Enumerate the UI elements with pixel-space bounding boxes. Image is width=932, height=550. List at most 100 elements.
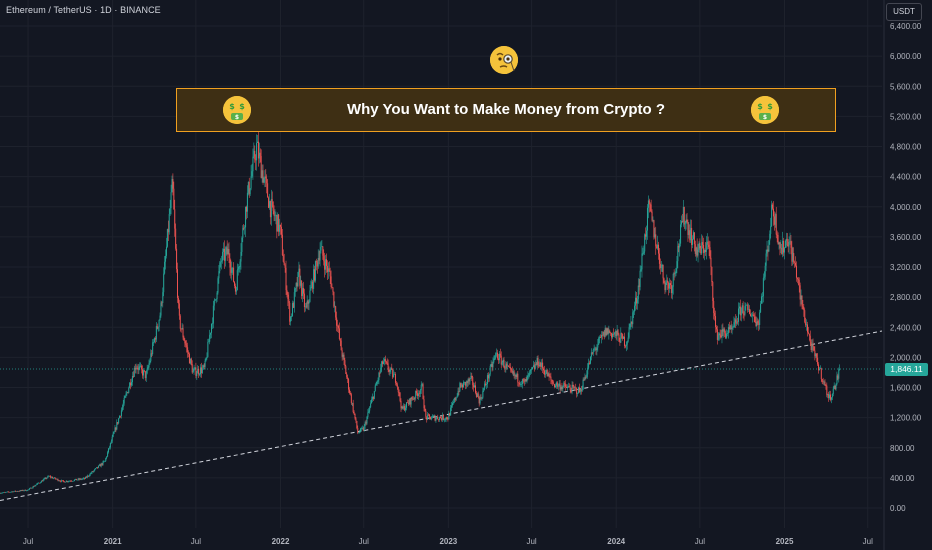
candle-body: [212, 305, 214, 324]
candle-body: [490, 363, 492, 367]
candle-body: [131, 376, 133, 383]
candle-body: [108, 448, 110, 453]
candle-body: [553, 383, 555, 385]
candle-body: [314, 269, 316, 281]
candle-body: [22, 490, 24, 491]
candle-body: [605, 328, 607, 336]
candle-body: [786, 238, 788, 246]
symbol-title[interactable]: Ethereum / TetherUS · 1D · BINANCE: [6, 5, 161, 15]
candle-body: [267, 183, 269, 198]
candle-body: [474, 385, 476, 388]
candle-body: [704, 249, 706, 252]
candle-body: [669, 283, 671, 289]
candle-body: [321, 246, 323, 248]
candle-body: [542, 362, 544, 369]
candle-body: [172, 179, 174, 189]
candle-body: [376, 381, 378, 385]
candle-body: [214, 299, 216, 301]
candle-body: [458, 391, 460, 392]
candle-body: [62, 480, 64, 482]
candle-body: [533, 365, 535, 369]
candle-body: [504, 367, 506, 369]
candle-body: [353, 411, 355, 414]
candle-body: [26, 490, 28, 492]
candle-body: [299, 268, 301, 286]
candle-body: [478, 397, 480, 404]
candle-body: [758, 322, 760, 325]
candle-body: [817, 357, 819, 365]
candle-body: [334, 306, 336, 307]
candle-body: [292, 303, 294, 308]
candle-body: [393, 374, 395, 378]
candle-body: [403, 405, 405, 409]
candle-body: [703, 249, 705, 253]
candle-body: [496, 352, 498, 354]
candle-body: [318, 258, 320, 261]
candle-body: [373, 391, 375, 399]
candle-body: [595, 348, 597, 350]
candle-body: [256, 142, 258, 161]
candle-body: [20, 490, 22, 491]
candle-body: [197, 368, 199, 374]
candle-body: [778, 242, 780, 245]
candle-body: [188, 352, 190, 354]
headline-banner[interactable]: $ $ $ Why You Want to Make Money from Cr…: [176, 88, 836, 132]
candle-body: [468, 379, 470, 382]
candle-body: [254, 150, 256, 160]
candle-body: [512, 371, 514, 373]
candle-body: [413, 397, 415, 400]
candle-body: [749, 313, 751, 317]
candle-body: [634, 305, 636, 312]
candle-body: [694, 244, 696, 254]
candle-body: [177, 269, 179, 298]
candle-body: [327, 268, 329, 273]
candle-body: [80, 478, 82, 480]
currency-badge[interactable]: USDT: [886, 3, 922, 21]
candle-body: [56, 478, 58, 480]
candle-body: [135, 367, 137, 370]
candle-body: [154, 338, 156, 343]
candle-body: [695, 247, 697, 254]
candle-body: [75, 478, 77, 481]
candle-body: [42, 479, 44, 482]
candle-body: [230, 267, 232, 273]
candle-body: [435, 418, 437, 421]
candle-body: [515, 374, 517, 378]
candle-body: [368, 410, 370, 413]
candle-body: [508, 365, 510, 367]
trendline[interactable]: [0, 330, 883, 501]
candle-body: [211, 323, 213, 325]
candle-body: [802, 306, 804, 310]
candle-body: [168, 214, 170, 233]
candle-body: [431, 416, 433, 419]
y-tick-label: 6,400.00: [890, 22, 922, 31]
candle-body: [611, 332, 613, 338]
candle-body: [787, 245, 789, 247]
candle-body: [558, 383, 560, 385]
candle-body: [91, 471, 93, 474]
candle-body: [305, 306, 307, 308]
candle-body: [428, 414, 430, 416]
candle-body: [291, 303, 293, 317]
candle-body: [726, 333, 728, 334]
candle-body: [218, 271, 220, 279]
candle-body: [165, 246, 167, 256]
time-axis[interactable]: Jul 2021 Jul 2022 Jul 2023 Jul 2024 Jul 2025 Jul: [23, 537, 873, 546]
candle-body: [442, 414, 444, 420]
candle-body: [826, 385, 828, 396]
candle-body: [600, 337, 602, 338]
candle-body: [380, 367, 382, 373]
candle-body: [255, 159, 257, 161]
candle-body: [561, 386, 563, 389]
candle-body: [142, 370, 144, 376]
candle-body: [149, 360, 151, 364]
candle-body: [628, 327, 630, 338]
candle-body: [615, 331, 617, 337]
candle-body: [23, 490, 25, 492]
candle-body: [59, 480, 61, 482]
candle-body: [510, 368, 512, 371]
candle-body: [612, 333, 614, 335]
candle-body: [790, 241, 792, 248]
price-axis[interactable]: 0.00 400.00 800.00 1,200.00 1,600.00 2,000.00…: [883, 0, 922, 550]
